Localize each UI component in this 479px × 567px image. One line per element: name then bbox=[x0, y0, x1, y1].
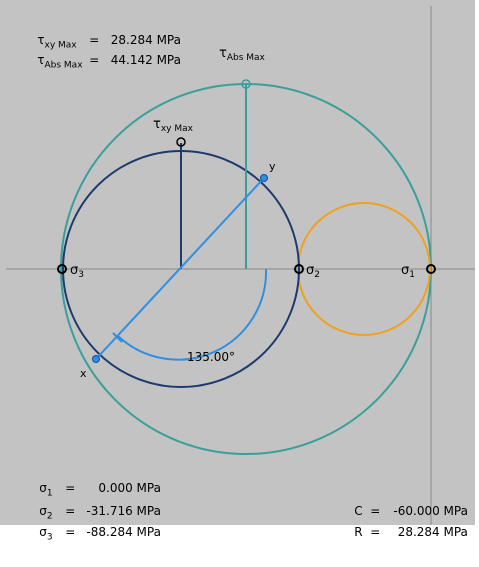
sigma1-marker[interactable] bbox=[426, 264, 436, 274]
angle-label: 135.00° bbox=[187, 350, 235, 364]
sigma2-value: -31.716 MPa bbox=[86, 504, 161, 518]
tabs-max-value: 44.142 MPa bbox=[110, 53, 181, 67]
tabs-symbol: τ bbox=[37, 53, 45, 67]
sigma2-label: σ2 bbox=[306, 263, 320, 280]
angle-arc bbox=[117, 268, 268, 361]
center-label: C bbox=[354, 504, 363, 518]
point-y-marker[interactable] bbox=[260, 174, 268, 182]
tabs-max-readout: τAbs Max = 44.142 MPa bbox=[37, 53, 181, 71]
point-y-label: y bbox=[269, 160, 276, 173]
tabs-max-marker[interactable] bbox=[241, 79, 251, 89]
sigma2-readout: σ2 = -31.716 MPa bbox=[24, 481, 161, 546]
tabs-subscript: Abs Max bbox=[44, 60, 83, 71]
sigma2-marker[interactable] bbox=[294, 264, 304, 274]
txy-max-marker[interactable] bbox=[176, 137, 186, 147]
mohr-circle-canvas[interactable]: τxy Max τAbs Max y x 135.00° σ3 σ2 σ1 τx… bbox=[0, 0, 475, 542]
sigma3-marker[interactable] bbox=[57, 264, 67, 274]
txy-subscript: xy Max bbox=[44, 40, 77, 51]
center-readout: C = -60.000 MPa bbox=[339, 481, 468, 541]
txy-symbol: τ bbox=[37, 33, 45, 47]
mohr-circle-diagram: τxy Max τAbs Max y x 135.00° σ3 σ2 σ1 bbox=[6, 6, 475, 525]
tabs-max-label: τAbs Max bbox=[219, 46, 266, 63]
radius-value: 28.284 MPa bbox=[397, 525, 468, 539]
sigma1-readout: σ1 = 0.000 MPa bbox=[24, 458, 161, 523]
radius-label: R bbox=[354, 525, 363, 539]
txy-max-label: τxy Max bbox=[153, 117, 194, 134]
sigma3-label: σ3 bbox=[70, 263, 84, 280]
txy-max-value: 28.284 MPa bbox=[110, 33, 181, 47]
txy-max-readout: τxy Max = 28.284 MPa bbox=[37, 33, 181, 51]
sigma1-label: σ1 bbox=[401, 263, 415, 280]
radius-readout: R = 28.284 MPa bbox=[339, 502, 468, 562]
center-value: -60.000 MPa bbox=[393, 504, 468, 518]
diameter-line bbox=[95, 177, 265, 360]
point-x-label: x bbox=[80, 367, 87, 380]
sigma3-value: -88.284 MPa bbox=[86, 525, 161, 539]
angle-arc-tick bbox=[112, 332, 123, 343]
sigma3-readout: σ3 = -88.284 MPa bbox=[24, 502, 161, 567]
sigma1-value: 0.000 MPa bbox=[98, 481, 161, 495]
point-x-marker[interactable] bbox=[92, 355, 100, 363]
